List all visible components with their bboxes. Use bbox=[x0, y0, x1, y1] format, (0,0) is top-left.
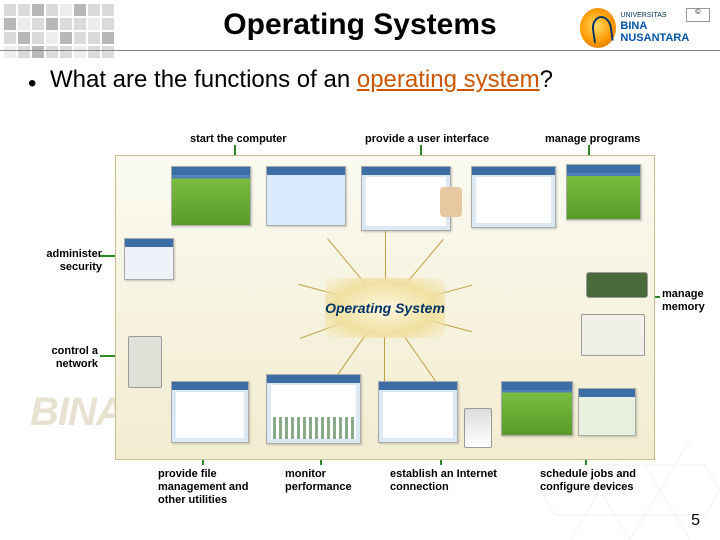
device-server bbox=[128, 336, 162, 388]
device-pc-tower bbox=[464, 408, 492, 448]
thumb-user-interface bbox=[361, 166, 451, 231]
label-programs: manage programs bbox=[545, 133, 640, 146]
os-functions-diagram: Operating System bbox=[115, 155, 655, 460]
thumb-security bbox=[124, 238, 174, 280]
label-schedule: schedule jobs and configure devices bbox=[540, 468, 670, 494]
thumb-start-computer bbox=[171, 166, 251, 226]
university-logo: UNIVERSITAS BINA NUSANTARA bbox=[580, 4, 710, 52]
label-network: control a network bbox=[28, 345, 98, 371]
thumb-internet-1 bbox=[378, 381, 458, 443]
thumb-manage-programs-1 bbox=[471, 166, 556, 228]
logo-text: UNIVERSITAS BINA NUSANTARA bbox=[620, 12, 710, 44]
center-os-text: Operating System bbox=[325, 300, 445, 316]
question-suffix: ? bbox=[540, 66, 553, 93]
label-files: provide file management and other utilit… bbox=[158, 468, 268, 508]
page-number: 5 bbox=[691, 512, 700, 530]
thumb-manage-programs-2 bbox=[566, 164, 641, 220]
label-ui: provide a user interface bbox=[365, 133, 489, 146]
thumb-schedule-2 bbox=[578, 388, 636, 436]
question-prefix: What are the functions of an bbox=[50, 66, 357, 93]
logo-sun-icon bbox=[580, 8, 616, 48]
center-operating-system: Operating System bbox=[325, 278, 445, 338]
logo-name: BINA NUSANTARA bbox=[620, 20, 710, 44]
bullet-dot: • bbox=[28, 70, 36, 98]
question-text: What are the functions of an operating s… bbox=[50, 65, 670, 95]
thumb-schedule-1 bbox=[501, 381, 573, 436]
label-internet: establish an Internet connection bbox=[390, 468, 510, 494]
device-printer bbox=[581, 314, 645, 356]
thumb-login bbox=[266, 166, 346, 226]
question-link[interactable]: operating system bbox=[357, 66, 540, 93]
label-memory: manage memory bbox=[662, 288, 712, 314]
label-start: start the computer bbox=[190, 133, 287, 146]
logo-university: UNIVERSITAS bbox=[620, 12, 710, 20]
thumb-monitor-perf bbox=[266, 374, 361, 444]
thumb-file-mgmt bbox=[171, 381, 249, 443]
device-memory-module bbox=[586, 272, 648, 298]
label-security: administer security bbox=[22, 248, 102, 274]
label-monitor: monitor performance bbox=[285, 468, 370, 494]
